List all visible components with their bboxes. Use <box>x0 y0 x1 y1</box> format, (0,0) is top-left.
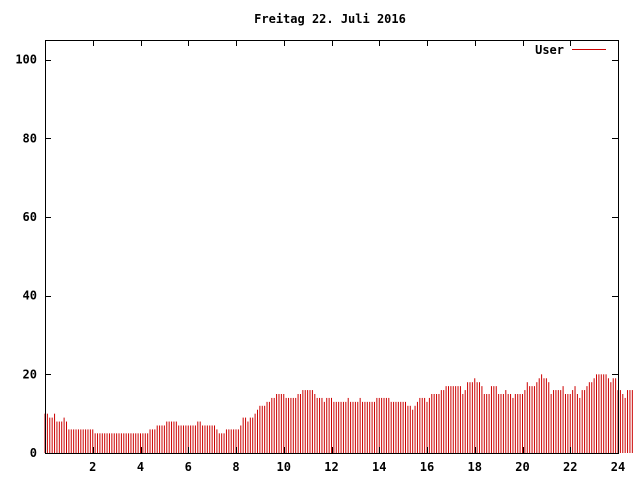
y-tick-label: 20 <box>23 367 37 381</box>
x-tick-label: 16 <box>420 460 434 474</box>
x-tick-label: 14 <box>372 460 386 474</box>
y-tick-label: 40 <box>23 289 37 303</box>
plot-frame <box>45 40 619 454</box>
x-tick-label: 22 <box>563 460 577 474</box>
y-tick-label: 80 <box>23 131 37 145</box>
chart-title: Freitag 22. Juli 2016 <box>254 12 406 26</box>
x-tick-label: 6 <box>185 460 192 474</box>
legend-label-user: User <box>535 43 564 57</box>
x-tick-label: 12 <box>324 460 338 474</box>
y-tick-label: 60 <box>23 210 37 224</box>
y-tick-label: 0 <box>30 446 37 460</box>
y-tick-label: 100 <box>15 53 37 67</box>
x-tick-label: 20 <box>515 460 529 474</box>
legend: User <box>535 43 606 57</box>
x-tick-label: 18 <box>468 460 482 474</box>
x-tick-label: 2 <box>89 460 96 474</box>
bars-group <box>44 374 633 453</box>
x-tick-label: 24 <box>611 460 625 474</box>
x-tick-label: 10 <box>277 460 291 474</box>
x-tick-label: 8 <box>232 460 239 474</box>
x-tick-label: 4 <box>137 460 144 474</box>
